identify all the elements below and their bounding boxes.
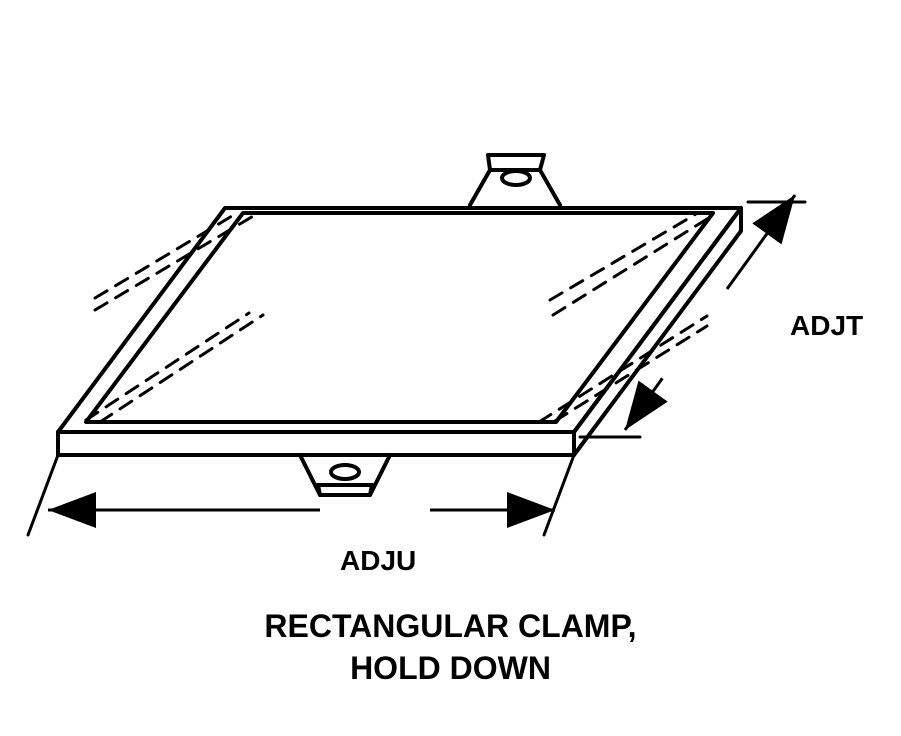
dimension-label-adju: ADJU (340, 545, 416, 577)
title-line-1: RECTANGULAR CLAMP, (0, 606, 901, 648)
diagram-container: ADJU ADJT RECTANGULAR CLAMP, HOLD DOWN (0, 0, 901, 736)
dimension-label-adjt: ADJT (790, 310, 863, 342)
title-line-2: HOLD DOWN (0, 648, 901, 690)
diagram-title: RECTANGULAR CLAMP, HOLD DOWN (0, 606, 901, 689)
clamp-drawing (58, 155, 741, 495)
